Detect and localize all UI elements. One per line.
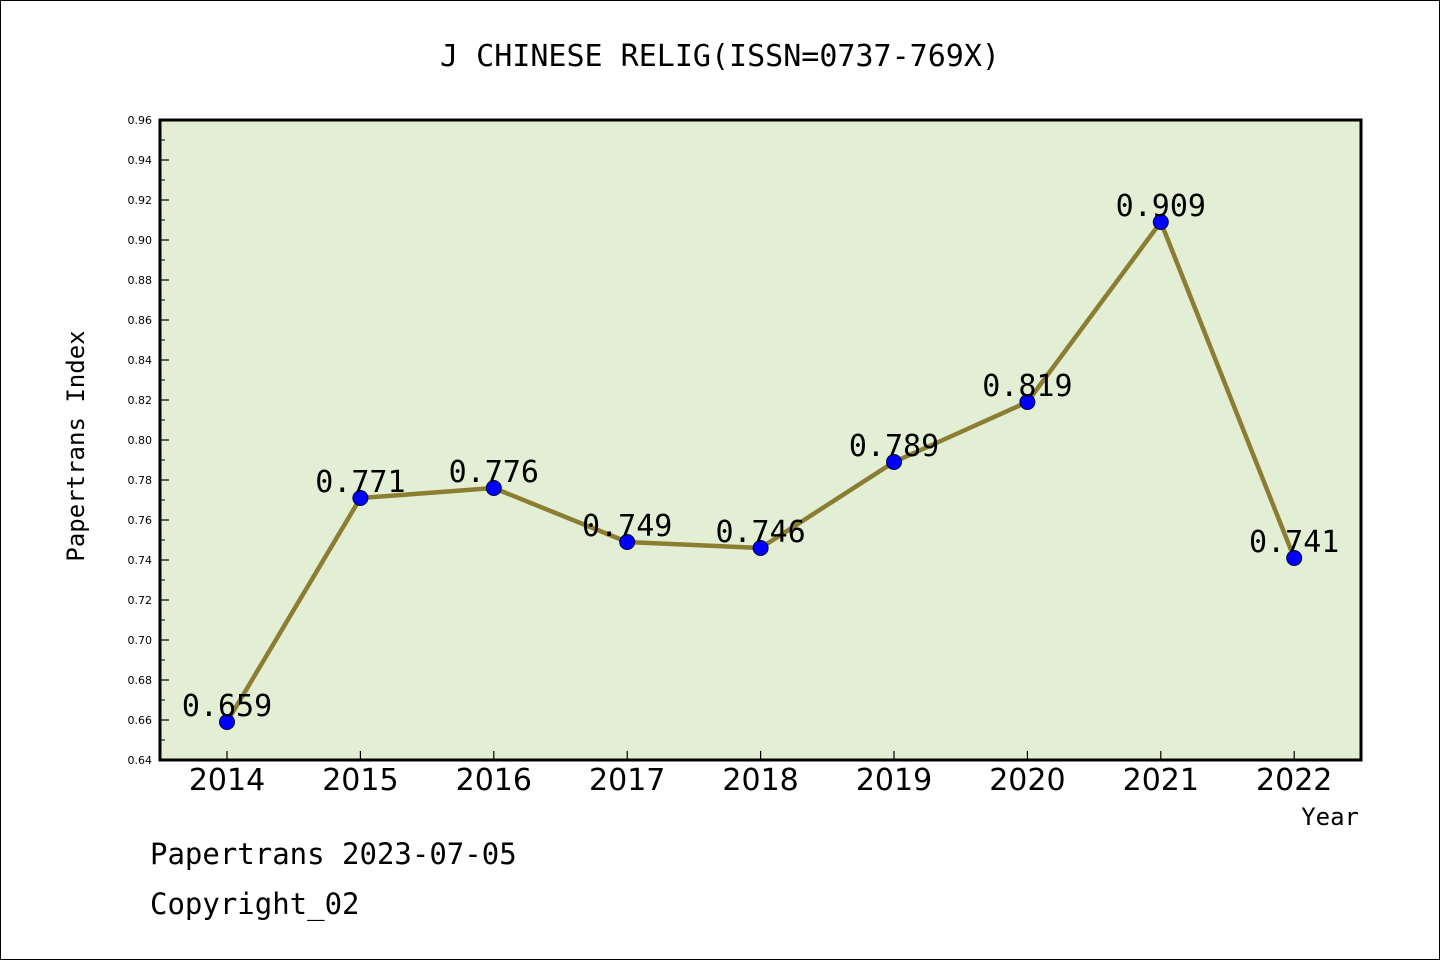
y-tick-label: 0.84 [128, 354, 153, 367]
x-tick-label: 2017 [589, 763, 665, 798]
data-point [619, 534, 636, 550]
data-point [485, 480, 502, 496]
x-axis-ticks: 2014 2015 2016 2017 2018 2019 2020 2021 2022 [189, 751, 1332, 798]
data-label: 0.789 [849, 429, 939, 464]
x-tick-label: 2014 [189, 763, 265, 798]
chart-title: J CHINESE RELIG(ISSN=0737-769X) [440, 39, 1000, 74]
y-tick-label: 0.82 [128, 394, 153, 407]
x-tick-label: 2015 [322, 763, 398, 798]
data-point [1152, 214, 1169, 230]
y-tick-label: 0.76 [128, 514, 153, 527]
x-tick-label: 2018 [722, 763, 798, 798]
y-tick-label: 0.74 [128, 554, 153, 567]
data-label: 0.659 [182, 689, 272, 724]
x-tick-label: 2022 [1256, 763, 1332, 798]
data-point [752, 540, 769, 556]
data-label: 0.746 [715, 515, 805, 550]
data-label: 0.819 [982, 369, 1072, 404]
data-point [219, 714, 235, 730]
data-label: 0.749 [582, 509, 672, 544]
y-tick-label: 0.68 [128, 674, 153, 687]
data-labels: 0.659 0.771 0.776 0.749 0.746 0.789 0.819 0.909… [182, 189, 1340, 724]
y-tick-label: 0.78 [128, 474, 153, 487]
footer-date: Papertrans 2023-07-05 [150, 837, 517, 871]
x-axis-title: Year [1301, 803, 1359, 831]
data-label: 0.741 [1249, 525, 1339, 560]
data-point [1286, 550, 1303, 566]
y-tick-label: 0.96 [128, 114, 153, 127]
data-point [352, 490, 369, 506]
data-label: 0.771 [315, 465, 405, 500]
y-tick-label: 0.94 [128, 154, 153, 167]
data-point [886, 454, 902, 470]
y-tick-label: 0.72 [128, 594, 153, 607]
y-tick-label: 0.70 [128, 634, 153, 647]
data-point [1019, 394, 1036, 410]
y-axis-title: Papertrans Index [62, 330, 90, 561]
plot-border [158, 118, 1363, 762]
data-label: 0.909 [1116, 189, 1206, 224]
footer-copyright: Copyright_02 [150, 887, 360, 922]
series-group [219, 214, 1303, 730]
y-tick-label: 0.86 [128, 314, 153, 327]
x-tick-label: 2020 [989, 763, 1065, 798]
y-tick-label: 0.92 [128, 194, 153, 207]
y-tick-label: 0.66 [128, 714, 153, 727]
y-tick-label: 0.88 [128, 274, 153, 287]
x-tick-label: 2016 [456, 763, 532, 798]
y-tick-label: 0.90 [128, 234, 153, 247]
y-tick-label: 0.80 [128, 434, 153, 447]
data-label: 0.776 [449, 455, 539, 490]
x-tick-label: 2021 [1123, 763, 1199, 798]
y-axis-ticks: 0.64 0.66 0.68 0.70 0.72 0.74 0.76 0.78 0.80 0.82… [128, 114, 169, 767]
x-tick-label: 2019 [856, 763, 932, 798]
y-tick-label: 0.64 [128, 754, 153, 767]
